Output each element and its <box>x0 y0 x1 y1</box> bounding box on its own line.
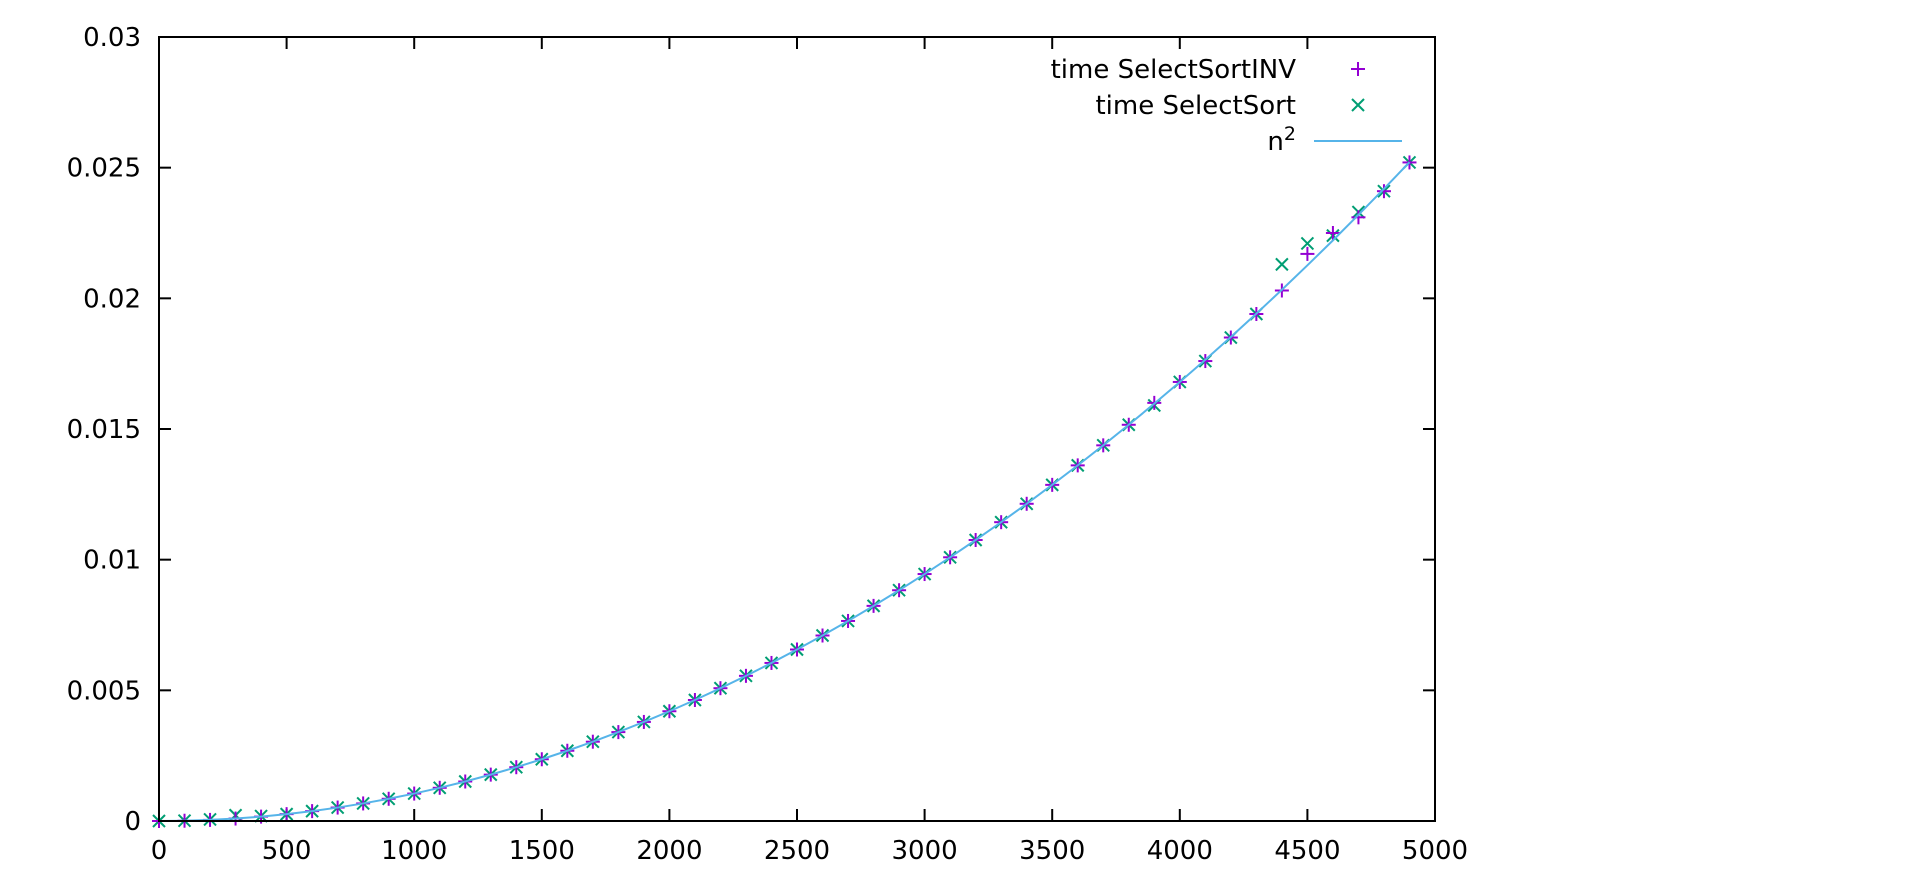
data-point-selectsort <box>1275 257 1289 272</box>
legend-marker-cross <box>1351 98 1365 112</box>
x-tick-label: 1000 <box>381 836 447 866</box>
legend-label-n-squared: n2 <box>1267 123 1296 157</box>
legend-plus-icon <box>1351 62 1365 76</box>
data-point-selectsortinv <box>1351 210 1366 225</box>
data-point-selectsortinv <box>1376 184 1391 199</box>
x-tick-label: 0 <box>151 836 168 866</box>
plot-frame <box>158 36 1436 822</box>
y-tick-label: 0 <box>124 807 141 837</box>
x-tick-label: 5000 <box>1402 836 1468 866</box>
x-axis: 0 500 1000 1500 2000 2500 3000 3500 4000 4500 5000 <box>151 37 1468 866</box>
data-point-selectsortinv <box>1325 226 1340 240</box>
x-tick-label: 3500 <box>1019 836 1085 866</box>
series-line-n-squared <box>158 161 1411 822</box>
data-point-selectsort <box>1300 236 1315 251</box>
x-tick-label: 4500 <box>1274 836 1340 866</box>
legend-label-selectsort: time SelectSort <box>1095 91 1296 121</box>
legend-label-n-sup: 2 <box>1284 123 1296 145</box>
y-tick-label: 0.015 <box>67 415 141 445</box>
x-tick-label: 500 <box>262 836 312 866</box>
legend: time SelectSortINV time SelectSort n2 <box>1051 55 1402 157</box>
y-tick-label: 0.005 <box>67 676 141 706</box>
y-tick-label: 0.03 <box>83 23 141 53</box>
x-tick-label: 2500 <box>764 836 830 866</box>
legend-cross-icon <box>1351 98 1365 112</box>
legend-label-selectsortinv: time SelectSortINV <box>1051 55 1297 85</box>
x-tick-label: 2000 <box>636 836 702 866</box>
x-tick-label: 3000 <box>892 836 958 866</box>
y-tick-label: 0.02 <box>83 284 141 314</box>
data-point-selectsortinv <box>1300 246 1315 261</box>
x-tick-label: 1500 <box>509 836 575 866</box>
x-tick-label: 4000 <box>1147 836 1213 866</box>
legend-marker-plus <box>1351 62 1365 76</box>
y-tick-label: 0.025 <box>67 154 141 184</box>
y-tick-label: 0.01 <box>83 546 141 576</box>
legend-label-n-base: n <box>1267 127 1283 157</box>
plot-area <box>152 155 1417 828</box>
y-axis: 0 0.005 0.01 0.015 0.02 0.025 0.03 <box>67 23 1435 837</box>
